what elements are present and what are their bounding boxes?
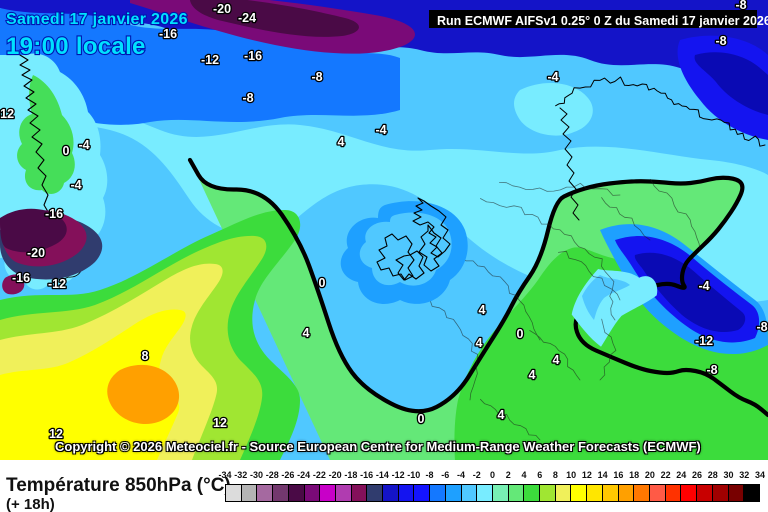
- svg-text:-8: -8: [756, 320, 767, 334]
- svg-text:-20: -20: [27, 246, 45, 260]
- svg-text:-4: -4: [70, 178, 81, 192]
- svg-text:4: 4: [479, 303, 486, 317]
- svg-text:-12: -12: [695, 334, 713, 348]
- svg-text:4: 4: [303, 326, 310, 340]
- svg-text:4: 4: [498, 408, 505, 422]
- svg-text:-8: -8: [242, 91, 253, 105]
- svg-text:-8: -8: [706, 363, 717, 377]
- svg-text:-4: -4: [547, 70, 558, 84]
- svg-text:-16: -16: [159, 27, 177, 41]
- svg-text:4: 4: [529, 368, 536, 382]
- svg-text:-12: -12: [0, 107, 14, 121]
- svg-text:12: 12: [213, 416, 227, 430]
- svg-text:-8: -8: [311, 70, 322, 84]
- svg-text:-16: -16: [244, 49, 262, 63]
- svg-text:-24: -24: [238, 11, 256, 25]
- svg-text:-4: -4: [78, 138, 89, 152]
- svg-text:-12: -12: [48, 277, 66, 291]
- svg-text:4: 4: [476, 336, 483, 350]
- svg-text:-12: -12: [201, 53, 219, 67]
- svg-text:0: 0: [418, 412, 425, 426]
- svg-text:-8: -8: [715, 34, 726, 48]
- svg-text:0: 0: [63, 144, 70, 158]
- svg-text:0: 0: [517, 327, 524, 341]
- svg-text:4: 4: [553, 353, 560, 367]
- svg-text:0: 0: [319, 276, 326, 290]
- svg-text:-16: -16: [45, 207, 63, 221]
- svg-text:-16: -16: [12, 271, 30, 285]
- svg-text:-4: -4: [375, 123, 386, 137]
- svg-text:-4: -4: [698, 279, 709, 293]
- svg-text:8: 8: [142, 349, 149, 363]
- svg-text:4: 4: [338, 135, 345, 149]
- svg-text:-20: -20: [213, 2, 231, 16]
